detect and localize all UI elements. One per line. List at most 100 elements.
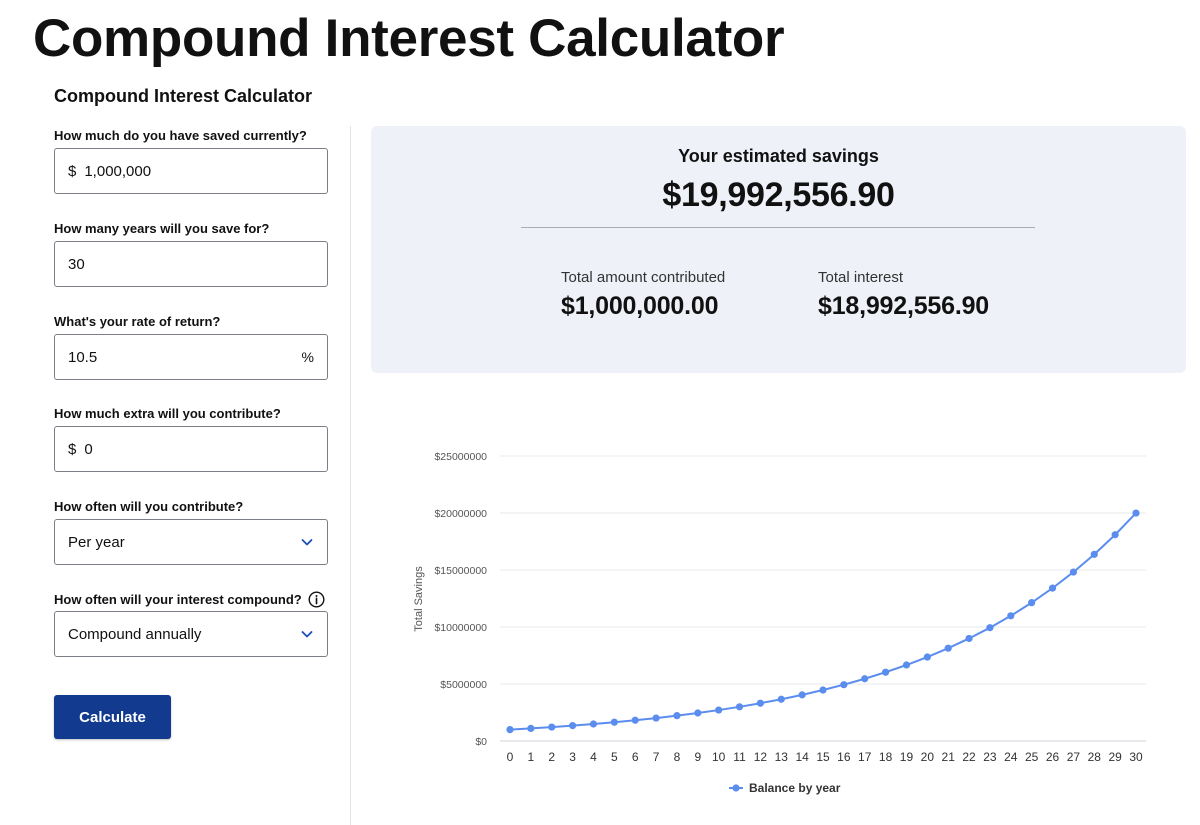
years-input[interactable]: 30 bbox=[54, 241, 328, 287]
x-tick-label: 12 bbox=[754, 750, 768, 764]
rate-input[interactable]: 10.5 % bbox=[54, 334, 328, 380]
savings-chart: $0 $5000000 $10000000 $15000000 $20000000 $25… bbox=[400, 430, 1190, 810]
y-tick-label: $0 bbox=[475, 736, 487, 748]
rate-label: What's your rate of return? bbox=[54, 314, 221, 329]
interest-label: Total interest bbox=[818, 269, 904, 286]
data-point bbox=[1069, 568, 1077, 576]
y-tick-label: $5000000 bbox=[440, 679, 487, 691]
rate-value[interactable]: 10.5 bbox=[68, 348, 98, 366]
data-point bbox=[965, 634, 973, 643]
x-tick-label: 15 bbox=[816, 750, 830, 764]
compound-label: How often will your interest compound? bbox=[54, 591, 325, 608]
summary-heading: Your estimated savings bbox=[678, 146, 879, 166]
x-tick-label: 5 bbox=[611, 750, 618, 764]
x-tick-label: 7 bbox=[653, 750, 660, 764]
savings-input[interactable]: $ 1,000,000 bbox=[54, 148, 328, 194]
x-tick-label: 18 bbox=[879, 750, 893, 764]
data-point bbox=[1048, 584, 1057, 592]
years-value[interactable]: 30 bbox=[68, 255, 85, 273]
compound-select[interactable]: Compound annually bbox=[54, 611, 328, 657]
data-point bbox=[1090, 550, 1098, 558]
currency-prefix: $ bbox=[68, 162, 77, 180]
interest-value: $18,992,556.90 bbox=[818, 292, 989, 320]
page-title: Compound Interest Calculator bbox=[33, 9, 785, 68]
frequency-select[interactable]: Per year bbox=[54, 519, 328, 565]
frequency-label: How often will you contribute? bbox=[54, 499, 244, 514]
x-tick-label: 1 bbox=[528, 750, 535, 764]
currency-prefix: $ bbox=[68, 440, 77, 458]
estimated-savings-value: $19,992,556.90 bbox=[662, 176, 895, 214]
data-point bbox=[548, 723, 556, 731]
data-point bbox=[798, 691, 806, 699]
data-point bbox=[694, 709, 702, 717]
x-tick-label: 0 bbox=[507, 750, 514, 764]
calculate-button[interactable]: Calculate bbox=[54, 695, 171, 739]
data-point bbox=[902, 661, 911, 669]
y-tick-label: $10000000 bbox=[434, 622, 487, 634]
data-point bbox=[589, 720, 598, 728]
data-point bbox=[756, 699, 764, 707]
data-point bbox=[923, 653, 931, 661]
data-point bbox=[1007, 612, 1015, 620]
data-point bbox=[882, 668, 890, 676]
data-point bbox=[861, 675, 869, 683]
x-tick-label: 27 bbox=[1067, 750, 1081, 764]
data-point bbox=[673, 712, 681, 720]
x-tick-label: 29 bbox=[1108, 750, 1122, 764]
chevron-down-icon bbox=[300, 627, 314, 641]
x-tick-label: 9 bbox=[694, 750, 701, 764]
x-tick-label: 3 bbox=[569, 750, 576, 764]
data-point bbox=[506, 726, 514, 734]
frequency-value: Per year bbox=[68, 533, 125, 551]
data-point bbox=[631, 716, 639, 724]
legend-label: Balance by year bbox=[749, 781, 841, 795]
calculator-form: Compound Interest Calculator How much do… bbox=[0, 0, 351, 825]
x-tick-label: 4 bbox=[590, 750, 597, 764]
interest-stat: Total interest $18,992,556.90 bbox=[818, 269, 989, 321]
contributed-stat: Total amount contributed $1,000,000.00 bbox=[561, 269, 725, 321]
data-point bbox=[840, 681, 848, 689]
contributed-label: Total amount contributed bbox=[561, 269, 726, 286]
x-tick-label: 24 bbox=[1004, 750, 1018, 764]
data-point bbox=[652, 714, 660, 722]
y-tick-label: $15000000 bbox=[434, 565, 487, 577]
x-tick-label: 2 bbox=[548, 750, 555, 764]
data-point bbox=[735, 703, 744, 711]
form-title: Compound Interest Calculator bbox=[54, 86, 313, 106]
x-tick-label: 26 bbox=[1046, 750, 1060, 764]
x-tick-label: 17 bbox=[858, 750, 872, 764]
x-tick-label: 11 bbox=[733, 750, 746, 764]
x-tick-label: 8 bbox=[674, 750, 681, 764]
info-icon[interactable] bbox=[308, 591, 325, 608]
data-point bbox=[610, 718, 618, 726]
years-label: How many years will you save for? bbox=[54, 221, 270, 236]
savings-value[interactable]: 1,000,000 bbox=[84, 162, 152, 180]
x-tick-label: 16 bbox=[837, 750, 851, 764]
data-point bbox=[1028, 599, 1036, 607]
x-tick-label: 13 bbox=[775, 750, 789, 764]
compound-value: Compound annually bbox=[68, 625, 202, 643]
x-tick-label: 30 bbox=[1129, 750, 1143, 764]
x-tick-label: 6 bbox=[632, 750, 639, 764]
data-point bbox=[986, 624, 994, 632]
x-tick-label: 19 bbox=[900, 750, 914, 764]
series-line bbox=[509, 512, 1137, 731]
chart-svg: $0 $5000000 $10000000 $15000000 $20000000 $25… bbox=[413, 451, 1146, 795]
x-tick-label: 25 bbox=[1025, 750, 1039, 764]
extra-value[interactable]: 0 bbox=[84, 440, 93, 458]
data-point bbox=[819, 686, 827, 694]
legend-marker bbox=[732, 784, 740, 792]
data-point bbox=[944, 644, 952, 652]
percent-suffix: % bbox=[301, 349, 314, 365]
y-tick-label: $25000000 bbox=[434, 451, 487, 463]
x-tick-label: 23 bbox=[983, 750, 997, 764]
chevron-down-icon bbox=[300, 535, 314, 549]
extra-label: How much extra will you contribute? bbox=[54, 406, 281, 421]
data-point bbox=[777, 695, 785, 703]
summary-panel: Your estimated savings $19,992,556.90 To… bbox=[371, 126, 1186, 373]
summary-divider bbox=[521, 227, 1035, 228]
extra-input[interactable]: $ 0 bbox=[54, 426, 328, 472]
data-point bbox=[1111, 531, 1119, 539]
panel-divider bbox=[350, 126, 351, 825]
y-tick-label: $20000000 bbox=[434, 508, 487, 520]
